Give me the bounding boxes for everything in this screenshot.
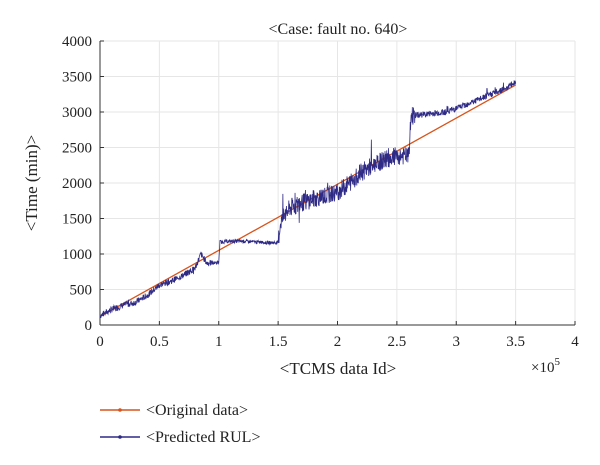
- legend: <Original data> <Predicted RUL>: [100, 402, 260, 446]
- legend-label-original: <Original data>: [146, 402, 248, 419]
- y-tick-label: 2000: [62, 176, 92, 192]
- x-tick-label: 2: [334, 334, 342, 350]
- x-exponent-power: 5: [554, 356, 560, 368]
- y-axis-title: <Time (min)>: [22, 135, 41, 231]
- series-predicted-rul: [99, 79, 517, 319]
- x-tick-label: 4: [571, 334, 579, 350]
- y-tick-label: 0: [85, 318, 93, 334]
- x-tick-label: 0: [96, 334, 104, 350]
- x-axis-exponent: ×105: [531, 356, 560, 376]
- y-tick-label: 2500: [62, 141, 92, 157]
- y-tick-label: 3500: [62, 70, 92, 86]
- legend-marker-predicted: [118, 435, 122, 439]
- chart-title: <Case: fault no. 640>: [269, 21, 408, 38]
- y-tick-label: 3000: [62, 105, 92, 121]
- x-tick-label: 3: [453, 334, 461, 350]
- x-tick-label: 1: [215, 334, 223, 350]
- legend-marker-original: [118, 408, 122, 412]
- legend-item-original: <Original data>: [100, 402, 248, 419]
- x-tick-label: 2.5: [388, 334, 407, 350]
- legend-label-predicted: <Predicted RUL>: [146, 429, 260, 446]
- y-tick-label: 1000: [62, 247, 92, 263]
- series-original-data: [99, 84, 516, 318]
- y-tick-label: 1500: [62, 212, 92, 228]
- y-tick-label: 4000: [62, 34, 92, 50]
- grid: [99, 40, 576, 326]
- x-tick-label: 0.5: [150, 334, 169, 350]
- x-exponent-base: ×10: [531, 360, 554, 376]
- series-layer: [99, 79, 517, 319]
- x-tick-label: 1.5: [269, 334, 288, 350]
- x-axis-title: <TCMS data Id>: [280, 359, 396, 378]
- ticks: 0 0.5 1 1.5 2 2.5 3 3.5 4 0 500 1000 1500 2000 2500 300…: [62, 34, 579, 350]
- x-tick-label: 3.5: [506, 334, 525, 350]
- y-tick-label: 500: [70, 283, 93, 299]
- legend-item-predicted: <Predicted RUL>: [100, 429, 260, 446]
